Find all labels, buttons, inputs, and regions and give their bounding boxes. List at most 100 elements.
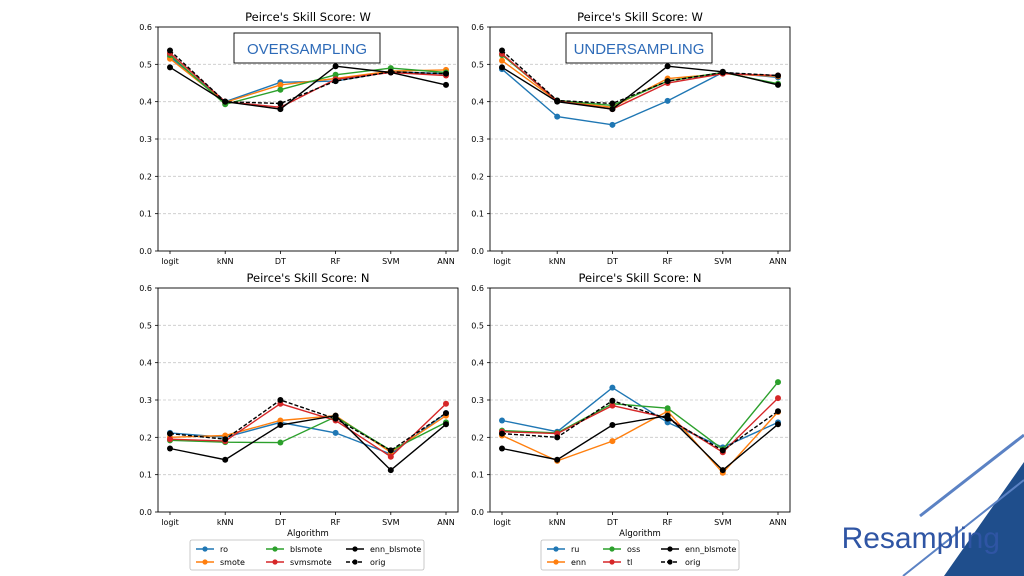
point-orig [387,447,394,454]
x-tick-label: logit [493,518,511,527]
x-tick-label: kNN [217,518,234,527]
legend-marker-blsmote [272,546,278,552]
x-axis-label: Algorithm [287,529,329,539]
series-line-ro [169,56,447,103]
annotation-label: UNDERSAMPLING [574,41,705,58]
point-enn_blsmote [775,421,781,428]
series-line-orig [169,399,447,452]
series-line-orig [501,399,779,452]
y-tick-label: 0.4 [139,359,152,368]
point-blsmote [277,439,284,446]
series-line-ro [169,412,447,455]
x-axis-label: Algorithm [619,529,661,539]
point-orig [664,415,671,422]
legend-label-orig: orig [685,558,700,567]
y-tick-label: 0.4 [139,98,152,107]
legend-label-enn_blsmote: enn_blsmote [685,545,736,554]
series-line-smote [169,58,447,104]
point-ru [664,97,671,104]
series-line-orig [169,49,447,105]
point-orig [443,410,449,417]
x-tick-label: ANN [769,257,786,266]
point-enn_blsmote [167,445,173,452]
series-line-svmsmote [169,402,447,458]
y-tick-label: 0.0 [471,247,484,256]
y-tick-label: 0.3 [139,396,152,405]
x-tick-label: RF [663,518,674,527]
y-tick-label: 0.4 [471,98,484,107]
x-tick-label: RF [331,518,342,527]
y-tick-label: 0.1 [471,210,484,219]
y-tick-label: 0.1 [139,210,152,219]
plot-frame [489,26,791,252]
point-orig [609,100,616,107]
legend-label-enn_blsmote: enn_blsmote [370,545,421,554]
y-tick-label: 0.1 [139,471,152,480]
y-tick-label: 0.5 [471,60,484,69]
point-tl [775,395,781,402]
x-tick-label: DT [275,518,286,527]
point-svmsmote [387,453,394,460]
y-tick-label: 0.6 [471,23,484,32]
corner-triangle [944,462,1024,576]
x-tick-label: kNN [217,257,234,266]
plot-frame [489,287,791,513]
chart-under-w: 0.0 0.1 0.2 0.3 0.4 0.5 0.6 logit kNN DT RF SVM ANN P… [471,10,791,266]
point-orig [167,47,173,54]
legend-marker-svmsmote [272,559,278,565]
point-enn_blsmote [499,445,505,452]
series-line-ru [501,68,779,126]
x-tick-label: SVM [382,518,400,527]
point-orig [332,78,339,85]
point-orig [499,430,505,437]
point-enn [499,57,505,64]
y-tick-label: 0.3 [471,135,484,144]
x-tick-label: SVM [714,257,732,266]
legend-marker-oss [609,546,615,552]
point-orig [609,397,616,404]
point-ru [609,384,616,391]
point-orig [719,69,726,76]
y-tick-label: 0.6 [139,284,152,293]
legend-marker-enn_blsmote [352,546,358,552]
x-tick-label: ANN [769,518,786,527]
point-enn_blsmote [277,106,284,113]
point-enn_blsmote [499,64,505,71]
point-orig [554,97,561,104]
point-ru [554,113,561,120]
point-orig [332,415,339,422]
series-line-oss [501,381,779,451]
chart-over-n: 0.0 0.1 0.2 0.3 0.4 0.5 0.6 logit kNN DT RF SVM ANN P… [139,271,459,539]
legend-marker-ru [553,546,559,552]
legend-label-tl: tl [627,558,632,567]
legend-marker-smote [202,559,208,565]
point-orig [775,408,781,415]
point-orig [554,434,561,441]
x-tick-label: SVM [382,257,400,266]
series-line-enn_blsmote [169,65,447,110]
y-tick-label: 0.2 [139,172,152,181]
legend-marker-ro [202,546,208,552]
point-svmsmote [443,400,449,407]
chart-under-n: 0.0 0.1 0.2 0.3 0.4 0.5 0.6 logit kNN DT RF SVM ANN P… [471,271,791,539]
x-tick-label: RF [331,257,342,266]
y-tick-label: 0.0 [471,508,484,517]
x-tick-label: ANN [437,257,454,266]
x-tick-label: logit [161,257,179,266]
y-tick-label: 0.6 [471,284,484,293]
y-tick-label: 0.3 [139,135,152,144]
series-line-smote [169,414,447,454]
legend-label-orig: orig [370,558,385,567]
point-enn_blsmote [332,63,339,70]
x-tick-label: kNN [549,518,566,527]
point-orig [277,397,284,403]
legend-marker-enn [553,559,559,565]
legend-label-svmsmote: svmsmote [290,558,332,567]
point-enn_blsmote [609,106,616,113]
legend-label-oss: oss [627,545,640,554]
